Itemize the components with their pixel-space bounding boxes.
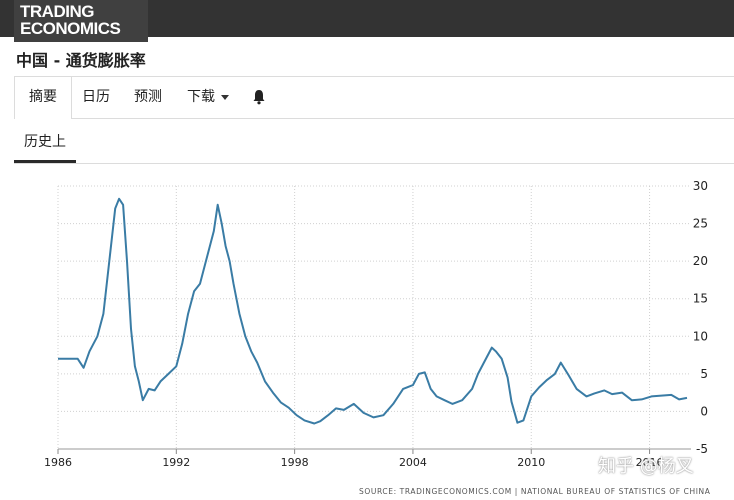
nav-tabs: 摘要 日历 预测 下载: [14, 76, 734, 119]
x-tick-label: 1992: [162, 456, 190, 469]
tab-history[interactable]: 历史上: [14, 122, 76, 162]
x-tick-label: 1986: [44, 456, 72, 469]
tab-download[interactable]: 下载: [184, 77, 232, 118]
trading-economics-logo[interactable]: TRADING ECONOMICS: [14, 0, 148, 42]
tab-summary-label: 摘要: [29, 89, 57, 105]
page-title: 中国 - 通货膨胀率: [16, 51, 146, 70]
logo-line1: TRADING: [20, 2, 94, 21]
tab-summary[interactable]: 摘要: [14, 77, 72, 119]
divider: [14, 163, 734, 164]
x-tick-label: 2010: [517, 456, 545, 469]
bell-icon[interactable]: [250, 77, 268, 118]
y-tick-label: -5: [696, 442, 708, 456]
x-tick-label: 2016: [636, 456, 664, 469]
tab-download-label: 下载: [187, 89, 215, 105]
y-tick-label: 0: [700, 404, 708, 418]
tab-history-label: 历史上: [24, 134, 66, 150]
tab-forecast-label: 预测: [134, 89, 162, 105]
y-tick-label: 10: [693, 329, 708, 343]
chevron-down-icon: [221, 94, 229, 100]
y-tick-label: 30: [693, 179, 708, 193]
y-tick-label: 25: [693, 217, 708, 231]
watermark: 知乎 @杨叉: [598, 456, 694, 477]
x-tick-label: 1998: [281, 456, 309, 469]
y-tick-label: 5: [700, 367, 708, 381]
y-tick-label: 15: [693, 292, 708, 306]
tab-calendar-label: 日历: [82, 89, 110, 105]
tab-calendar[interactable]: 日历: [78, 77, 114, 118]
y-tick-label: 20: [693, 254, 708, 268]
tab-forecast[interactable]: 预测: [130, 77, 166, 118]
chart-source: SOURCE: TRADINGECONOMICS.COM | NATIONAL …: [359, 487, 711, 496]
x-tick-label: 2004: [399, 456, 427, 469]
active-tab-indicator: [14, 160, 76, 163]
series-line: [58, 197, 688, 425]
logo-line2: ECONOMICS: [20, 19, 121, 38]
